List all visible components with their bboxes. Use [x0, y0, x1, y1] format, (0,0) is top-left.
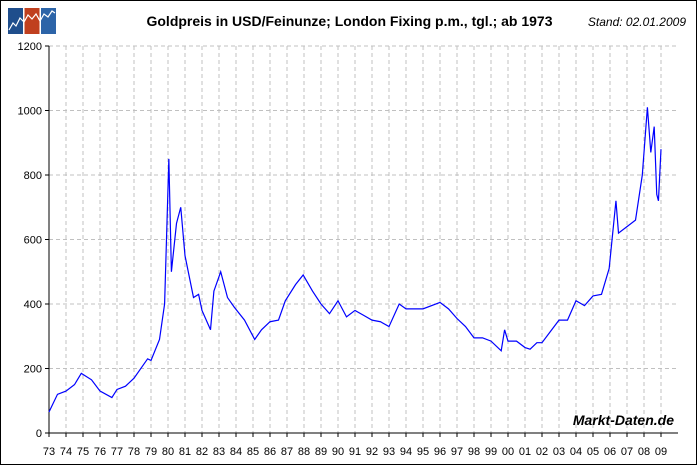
x-tick-label: 87 — [281, 446, 293, 458]
x-tick-label: 94 — [400, 446, 412, 458]
markt-daten-logo — [8, 8, 56, 34]
x-tick-label: 09 — [655, 446, 667, 458]
y-tick-label: 400 — [24, 299, 42, 311]
y-tick-label: 0 — [36, 428, 42, 440]
x-tick-label: 96 — [434, 446, 446, 458]
chart-title: Goldpreis in USD/Feinunze; London Fixing… — [146, 13, 553, 29]
x-tick-label: 06 — [604, 446, 616, 458]
y-tick-label: 1200 — [18, 41, 42, 53]
x-tick-label: 89 — [315, 446, 327, 458]
y-tick-label: 1000 — [18, 106, 42, 118]
y-tick-label: 200 — [24, 364, 42, 376]
date-stamp: Stand: 02.01.2009 — [587, 15, 686, 29]
x-tick-label: 04 — [570, 446, 582, 458]
x-tick-label: 90 — [332, 446, 344, 458]
x-tick-label: 93 — [383, 446, 395, 458]
x-tick-label: 77 — [111, 446, 123, 458]
x-tick-label: 00 — [502, 446, 514, 458]
x-tick-label: 83 — [213, 446, 225, 458]
x-tick-label: 08 — [638, 446, 650, 458]
x-tick-label: 85 — [247, 446, 259, 458]
x-tick-label: 73 — [43, 446, 55, 458]
x-tick-label: 76 — [94, 446, 106, 458]
x-tick-label: 05 — [587, 446, 599, 458]
x-tick-label: 84 — [230, 446, 242, 458]
x-tick-label: 03 — [553, 446, 565, 458]
x-tick-label: 02 — [536, 446, 548, 458]
x-tick-label: 86 — [264, 446, 276, 458]
x-tick-label: 79 — [145, 446, 157, 458]
x-tick-label: 80 — [162, 446, 174, 458]
gold-price-line — [48, 107, 662, 413]
y-tick-label: 800 — [24, 170, 42, 182]
x-tick-label: 82 — [196, 446, 208, 458]
x-tick-label: 81 — [179, 446, 191, 458]
x-tick-label: 88 — [298, 446, 310, 458]
x-tick-label: 01 — [519, 446, 531, 458]
watermark: Markt-Daten.de — [572, 412, 674, 428]
y-tick-label: 600 — [24, 235, 42, 247]
x-tick-label: 98 — [468, 446, 480, 458]
x-tick-label: 75 — [77, 446, 89, 458]
x-tick-label: 07 — [621, 446, 633, 458]
x-tick-label: 95 — [417, 446, 429, 458]
x-tick-label: 91 — [349, 446, 361, 458]
x-tick-label: 92 — [366, 446, 378, 458]
x-tick-label: 74 — [60, 446, 72, 458]
x-tick-label: 97 — [451, 446, 463, 458]
x-tick-label: 99 — [485, 446, 497, 458]
x-tick-label: 78 — [128, 446, 140, 458]
